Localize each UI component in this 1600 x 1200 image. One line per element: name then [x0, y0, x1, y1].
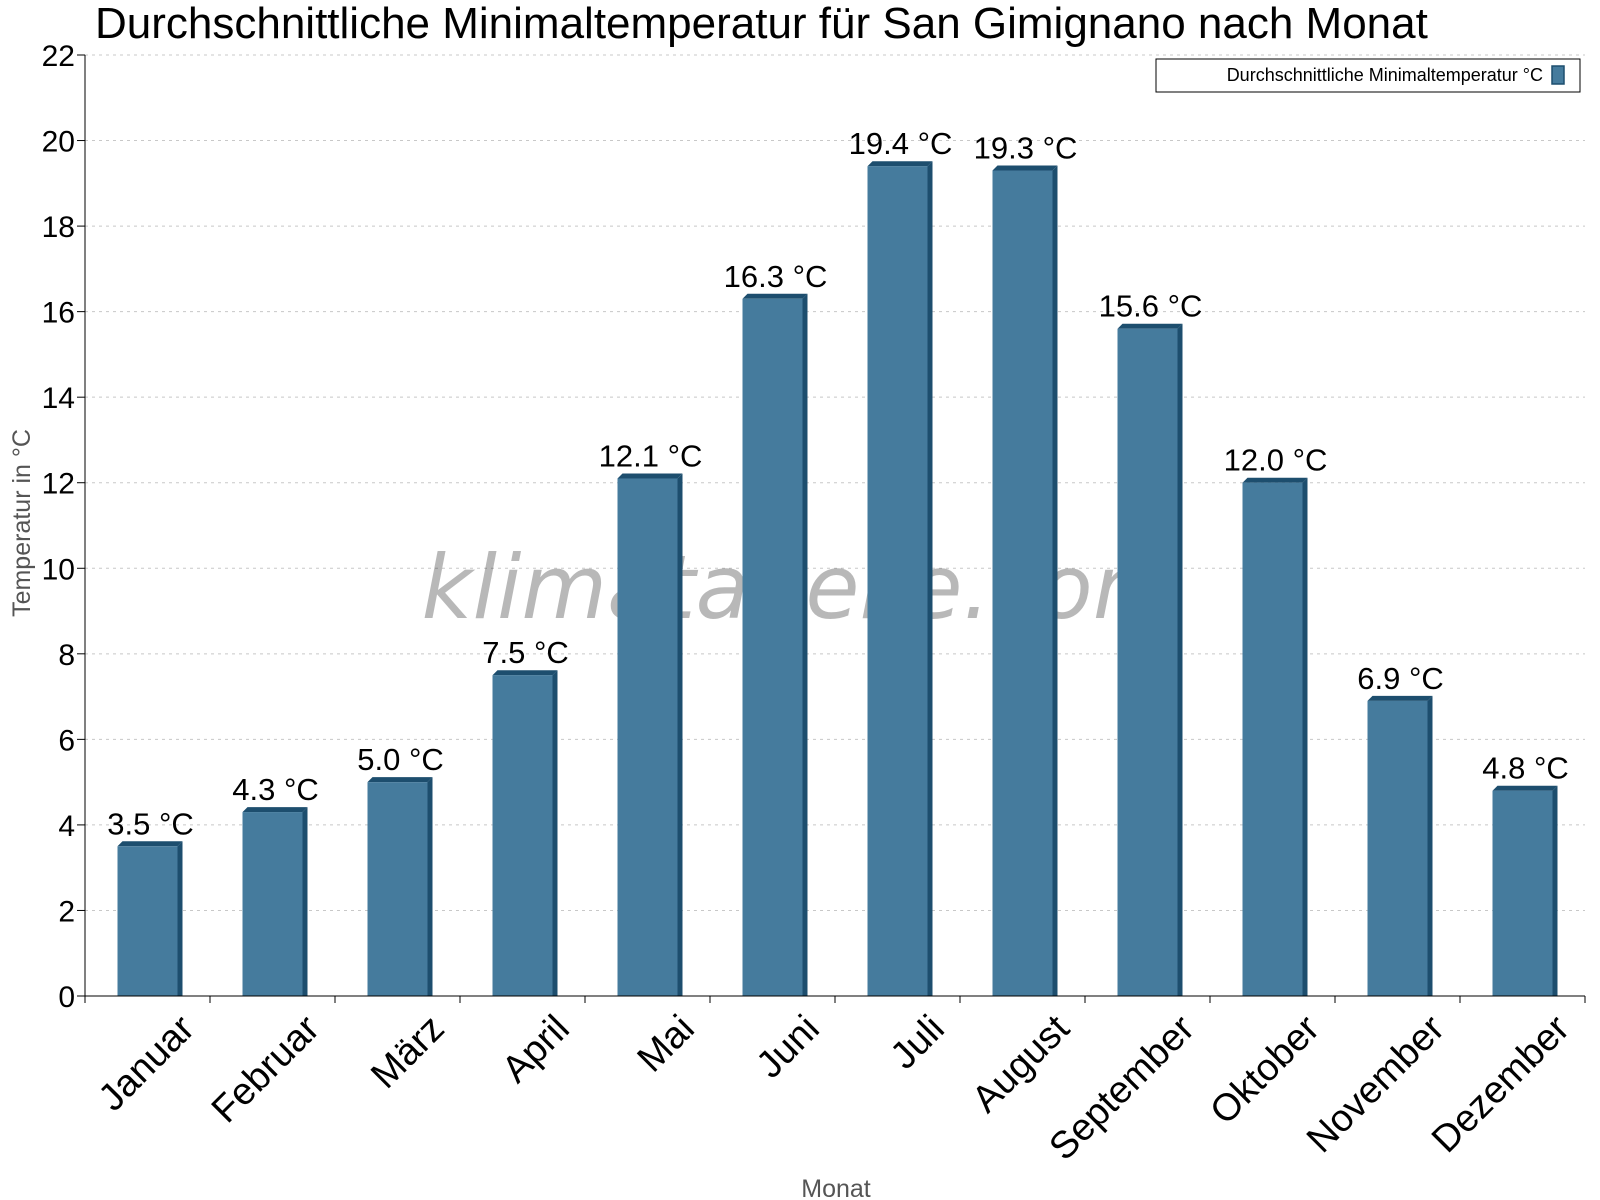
legend-label: Durchschnittliche Minimaltemperatur °C: [1227, 65, 1543, 85]
x-tick-label: Dezember: [1424, 1007, 1578, 1161]
y-tick-label: 22: [42, 40, 75, 73]
bar-side: [1302, 477, 1308, 996]
bar-top: [367, 777, 433, 783]
bar-Juli: [867, 161, 933, 996]
bar-side: [802, 293, 808, 996]
bar-side: [177, 841, 183, 996]
bar-top: [1117, 323, 1183, 329]
bar-Juni: [742, 293, 808, 996]
bar-side: [1427, 695, 1433, 996]
value-label: 3.5 °C: [107, 806, 194, 841]
chart-title: Durchschnittliche Minimaltemperatur für …: [95, 0, 1428, 48]
bar-front: [617, 478, 678, 996]
bar-April: [492, 670, 558, 996]
bar-front: [1242, 482, 1303, 996]
legend: Durchschnittliche Minimaltemperatur °C: [1155, 58, 1581, 93]
x-axis-label: Monat: [801, 1175, 871, 1200]
bar-front: [242, 812, 303, 996]
bars: [117, 161, 1558, 997]
legend-box: [1155, 58, 1581, 93]
y-tick-label: 14: [42, 382, 75, 415]
bar-front: [992, 170, 1053, 997]
value-label: 5.0 °C: [357, 742, 444, 777]
bar-front: [867, 166, 928, 996]
y-tick-label: 16: [42, 297, 75, 330]
value-label: 4.8 °C: [1482, 751, 1569, 786]
bar-März: [367, 777, 433, 996]
bar-top: [992, 165, 1058, 171]
bar-Mai: [617, 473, 683, 996]
y-tick-label: 12: [42, 468, 75, 501]
bar-front: [1117, 328, 1178, 996]
bar-side: [302, 807, 308, 996]
value-label: 15.6 °C: [1099, 289, 1203, 324]
x-tick-label: März: [363, 1008, 452, 1097]
bar-top: [117, 841, 183, 847]
y-tick-label: 8: [58, 639, 75, 672]
bar-top: [242, 807, 308, 813]
y-tick-label: 4: [58, 810, 75, 843]
value-label: 19.4 °C: [849, 126, 953, 161]
x-tick-label: Januar: [91, 1007, 203, 1119]
bar-side: [552, 670, 558, 996]
value-label: 19.3 °C: [974, 130, 1078, 165]
bar-front: [367, 782, 428, 996]
y-tick-label: 20: [42, 126, 75, 159]
y-axis-label: Temperatur in °C: [8, 429, 36, 617]
x-tick-label: April: [494, 1008, 577, 1091]
value-label: 16.3 °C: [724, 259, 828, 294]
legend-swatch: [1551, 65, 1565, 85]
bar-top: [1367, 695, 1433, 701]
bar-August: [992, 165, 1058, 997]
bar-September: [1117, 323, 1183, 996]
axes: [84, 55, 1585, 997]
bar-top: [617, 473, 683, 479]
x-tick-label: Juni: [749, 1008, 828, 1087]
value-labels: 3.5 °C 4.3 °C 5.0 °C 7.5 °C 12.1 °C 16.3 °C 19…: [107, 126, 1569, 841]
x-tick-label: Oktober: [1202, 1007, 1328, 1133]
bar-Februar: [242, 807, 308, 996]
bar-top: [492, 670, 558, 676]
y-tick-label: 18: [42, 211, 75, 244]
value-label: 12.0 °C: [1224, 443, 1328, 478]
bar-Oktober: [1242, 477, 1308, 996]
y-tick-label: 0: [58, 981, 75, 1014]
bar-top: [867, 161, 933, 167]
x-tick-label: Februar: [204, 1007, 328, 1131]
y-tick-label: 6: [58, 724, 75, 757]
bar-front: [117, 846, 178, 996]
value-label: 7.5 °C: [482, 635, 569, 670]
y-tick-label: 2: [58, 895, 75, 928]
bar-side: [927, 161, 933, 996]
bar-November: [1367, 695, 1433, 996]
bar-front: [742, 298, 803, 996]
bar-side: [677, 473, 683, 996]
bar-front: [1492, 790, 1553, 996]
value-label: 6.9 °C: [1357, 661, 1444, 696]
bar-top: [1242, 477, 1308, 483]
value-label: 4.3 °C: [232, 772, 319, 807]
y-ticks: 0 2 4 6 8 10 12 14 16 18 20 22: [42, 40, 85, 1014]
bar-side: [427, 777, 433, 996]
grid-lines: [85, 54, 1585, 911]
bar-Dezember: [1492, 785, 1558, 996]
x-tick-label: August: [964, 1007, 1078, 1121]
bar-side: [1177, 323, 1183, 996]
bar-top: [1492, 785, 1558, 791]
bar-front: [492, 675, 553, 996]
y-tick-label: 10: [42, 553, 75, 586]
bar-Januar: [117, 841, 183, 996]
x-tick-label: Mai: [630, 1008, 703, 1081]
value-label: 12.1 °C: [599, 438, 703, 473]
x-tick-label: Juli: [883, 1008, 953, 1078]
bar-front: [1367, 700, 1428, 996]
bar-side: [1052, 165, 1058, 997]
x-ticks: Januar Februar März April Mai Juni Juli AugustS…: [84, 996, 1586, 1169]
bar-top: [742, 293, 808, 299]
bar-side: [1552, 785, 1558, 996]
